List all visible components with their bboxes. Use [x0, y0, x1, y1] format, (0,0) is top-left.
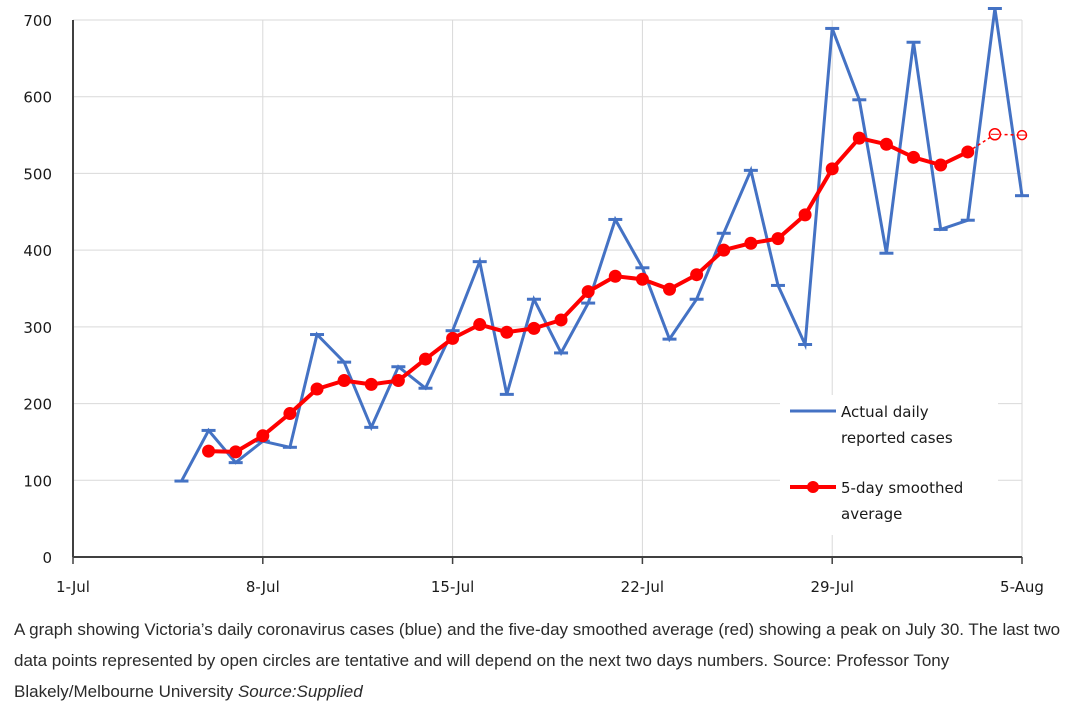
series-line-actual [180, 8, 1024, 482]
caption-source: Source:Supplied [237, 682, 363, 701]
figure-caption: A graph showing Victoria’s daily coronav… [14, 614, 1064, 707]
y-tick-label: 300 [23, 319, 52, 337]
data-point-smoothed [825, 162, 839, 176]
series [174, 6, 1029, 483]
y-tick-label: 400 [23, 242, 52, 260]
x-tick-label: 29-Jul [810, 578, 853, 596]
data-point-smoothed [446, 331, 460, 345]
data-point-smoothed [852, 131, 866, 145]
y-tick-label: 0 [42, 549, 52, 567]
data-point-smoothed [663, 282, 677, 296]
data-point-smoothed [283, 407, 297, 421]
axes [72, 20, 1023, 564]
legend-label-actual: Actual daily reported cases [841, 403, 953, 447]
y-tick-label: 600 [23, 89, 52, 107]
data-point-smoothed [337, 374, 351, 388]
x-tick-label: 1-Jul [56, 578, 90, 596]
data-point-smoothed [744, 236, 758, 250]
y-tick-label: 100 [23, 472, 52, 490]
legend-marker-smoothed [807, 481, 819, 493]
data-point-smoothed [961, 145, 975, 159]
data-point-smoothed [934, 158, 948, 172]
data-point-smoothed [202, 444, 216, 458]
legend: Actual daily reported cases 5-day smoothe… [780, 395, 998, 535]
data-point-smoothed [391, 374, 405, 388]
data-point-smoothed [364, 377, 378, 391]
x-tick-label: 5-Aug [1000, 578, 1044, 596]
x-tick-label: 8-Jul [246, 578, 280, 596]
data-point-smoothed [581, 285, 595, 299]
y-tick-label: 700 [23, 12, 52, 30]
data-point-smoothed [229, 445, 243, 459]
caption-text: A graph showing Victoria’s daily coronav… [14, 620, 1061, 701]
y-tick-label: 200 [23, 396, 52, 414]
data-point-smoothed [690, 268, 704, 282]
data-point-smoothed [500, 325, 514, 339]
data-point-smoothed [771, 232, 785, 246]
data-point-smoothed [907, 150, 921, 164]
data-point-smoothed [527, 321, 541, 335]
grid [73, 19, 1023, 557]
data-point-smoothed [310, 382, 324, 396]
data-point-smoothed [635, 272, 649, 286]
legend-background [780, 395, 998, 535]
data-point-smoothed [879, 137, 893, 151]
x-tick-labels: 1-Jul 8-Jul 15-Jul 22-Jul 29-Jul 5-Aug [56, 578, 1044, 596]
data-point-smoothed [717, 243, 731, 257]
data-point-smoothed [418, 352, 432, 366]
data-point-smoothed [608, 269, 622, 283]
data-point-smoothed [798, 208, 812, 222]
x-tick-label: 15-Jul [431, 578, 474, 596]
legend-label-smoothed: 5-day smoothed average [841, 479, 963, 523]
line-chart: 0 100 200 300 400 500 600 700 1-Jul 8-Jul 15-Jul 2… [23, 6, 1044, 596]
data-point-smoothed [473, 318, 487, 332]
y-tick-label: 500 [23, 165, 52, 183]
data-point-smoothed [554, 313, 568, 327]
x-tick-label: 22-Jul [621, 578, 664, 596]
y-tick-labels: 0 100 200 300 400 500 600 700 [23, 12, 52, 567]
data-point-smoothed [256, 429, 270, 443]
